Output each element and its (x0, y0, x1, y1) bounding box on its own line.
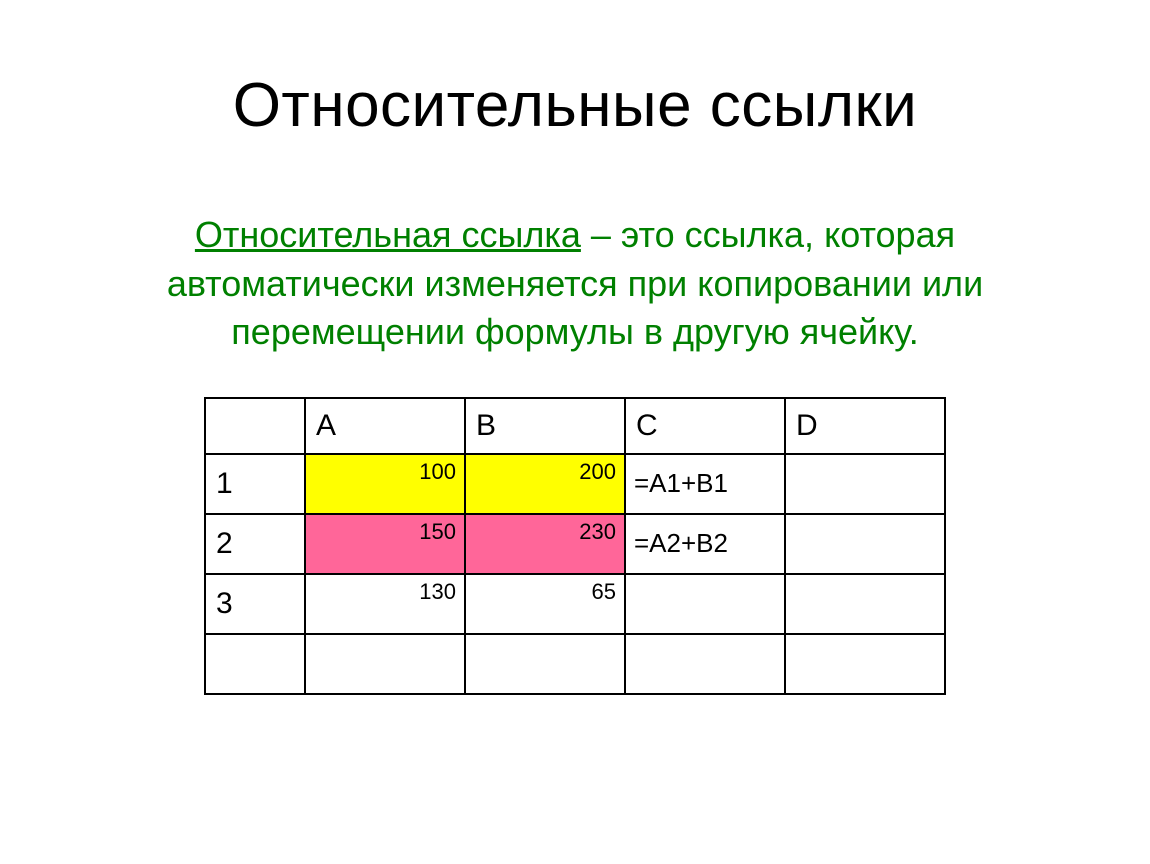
definition-term: Относительная ссылка (195, 214, 581, 255)
table-row: 3 130 65 (205, 574, 945, 634)
cell-c1: =A1+B1 (625, 454, 785, 514)
col-header-a: A (305, 398, 465, 454)
cell-d1 (785, 454, 945, 514)
table-row (205, 634, 945, 694)
cell-a2: 150 (305, 514, 465, 574)
table-header-row: A B C D (205, 398, 945, 454)
cell-b3: 65 (465, 574, 625, 634)
cell-empty (625, 634, 785, 694)
row-header-empty (205, 634, 305, 694)
cell-d2 (785, 514, 945, 574)
cell-b2: 230 (465, 514, 625, 574)
cell-d3 (785, 574, 945, 634)
cell-empty (785, 634, 945, 694)
cell-empty (465, 634, 625, 694)
cell-c2: =A2+B2 (625, 514, 785, 574)
slide-title: Относительные ссылки (60, 70, 1090, 141)
cell-b1: 200 (465, 454, 625, 514)
table-row: 2 150 230 =A2+B2 (205, 514, 945, 574)
table-corner-cell (205, 398, 305, 454)
row-header-1: 1 (205, 454, 305, 514)
col-header-c: C (625, 398, 785, 454)
cell-a3: 130 (305, 574, 465, 634)
col-header-d: D (785, 398, 945, 454)
row-header-2: 2 (205, 514, 305, 574)
row-header-3: 3 (205, 574, 305, 634)
cell-empty (305, 634, 465, 694)
table-row: 1 100 200 =A1+B1 (205, 454, 945, 514)
col-header-b: B (465, 398, 625, 454)
definition-paragraph: Относительная ссылка – это ссылка, котор… (125, 211, 1025, 357)
cell-c3 (625, 574, 785, 634)
spreadsheet-table: A B C D 1 100 200 =A1+B1 2 150 230 =A2+B… (204, 397, 946, 695)
cell-a1: 100 (305, 454, 465, 514)
